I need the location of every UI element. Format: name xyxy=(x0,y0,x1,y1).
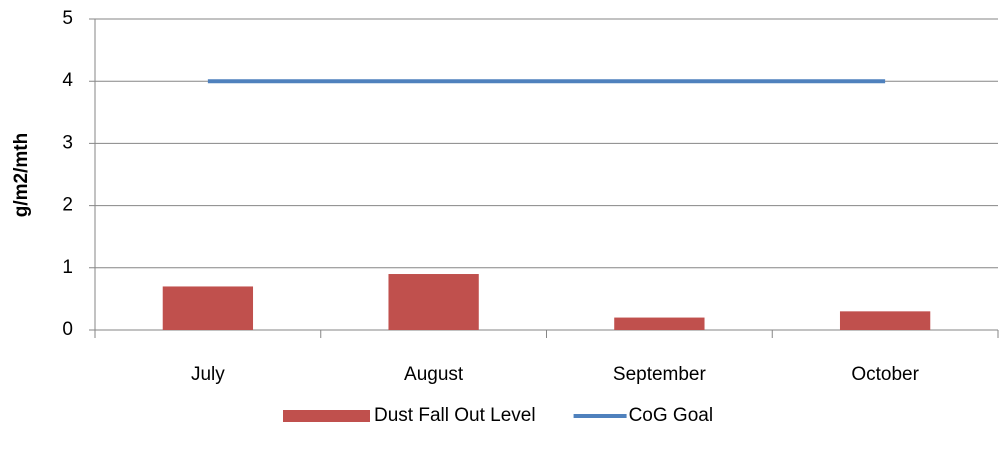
y-tick-label: 5 xyxy=(62,8,73,29)
y-tick-label: 0 xyxy=(62,319,73,340)
legend-label: CoG Goal xyxy=(629,405,713,426)
legend-swatch xyxy=(283,410,370,422)
x-tick-label: July xyxy=(191,364,225,385)
y-tick-label: 3 xyxy=(62,132,73,153)
x-tick-label: September xyxy=(613,364,707,385)
bar xyxy=(839,311,931,330)
y-tick-label: 4 xyxy=(62,70,73,91)
y-tick-label: 2 xyxy=(62,195,73,216)
y-tick-label: 1 xyxy=(62,257,73,278)
bar xyxy=(614,317,705,330)
legend-label: Dust Fall Out Level xyxy=(374,405,536,426)
bar xyxy=(162,286,254,330)
bar xyxy=(388,274,479,330)
x-tick-label: October xyxy=(851,364,919,385)
y-axis-label: g/m2/mth xyxy=(11,133,32,217)
x-tick-label: August xyxy=(404,364,464,385)
